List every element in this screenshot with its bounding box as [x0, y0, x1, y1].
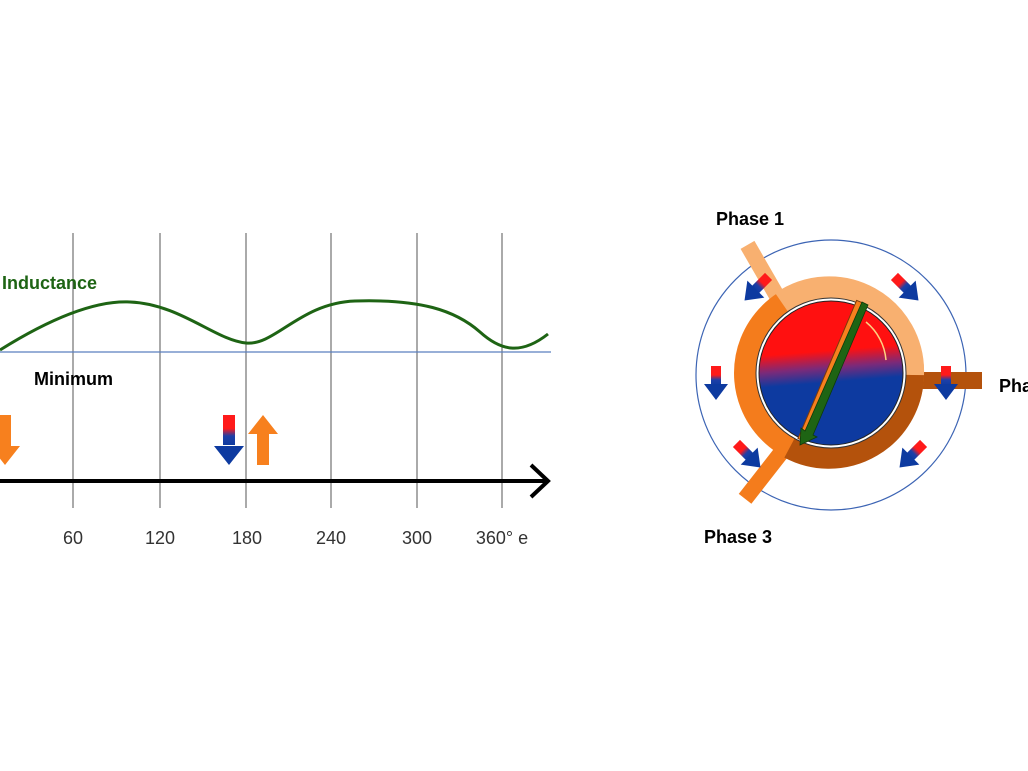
stator-ring-dark-segment — [784, 374, 924, 469]
rotor-pointer-arrow-icon — [799, 301, 869, 446]
rotation-arc-icon — [865, 321, 887, 361]
flux-arrow-bottom-right-icon — [891, 434, 933, 476]
orange-down-arrow-icon — [0, 415, 20, 465]
minimum-label: Minimum — [34, 369, 113, 389]
stator-ring-light-segment — [775, 276, 925, 376]
phase-2-label: Pha — [999, 376, 1028, 396]
motor-diagram: Phase 1 Pha Phase 3 — [695, 209, 1028, 547]
tick-label-360: 360° e — [476, 528, 528, 548]
tick-labels: 60 120 180 240 300 360° e — [63, 528, 528, 548]
tick-label-240: 240 — [316, 528, 346, 548]
phase-1-label: Phase 1 — [716, 209, 784, 229]
inductance-graph: Inductance Minimum 60 120 180 240 300 36… — [0, 233, 551, 548]
tick-label-60: 60 — [63, 528, 83, 548]
phase-1-coil — [740, 240, 785, 301]
inductance-label: Inductance — [2, 273, 97, 293]
inductance-curve — [0, 299, 549, 352]
tick-label-300: 300 — [402, 528, 432, 548]
x-axis-arrowhead — [529, 463, 551, 499]
tick-label-180: 180 — [232, 528, 262, 548]
grid-lines — [72, 233, 503, 508]
flux-down-arrow-icon — [214, 415, 244, 465]
flux-arrow-left-icon — [704, 366, 728, 400]
tick-label-120: 120 — [145, 528, 175, 548]
phase-3-coil — [738, 440, 794, 504]
phase-3-label: Phase 3 — [704, 527, 772, 547]
orange-up-arrow-icon — [248, 415, 278, 465]
